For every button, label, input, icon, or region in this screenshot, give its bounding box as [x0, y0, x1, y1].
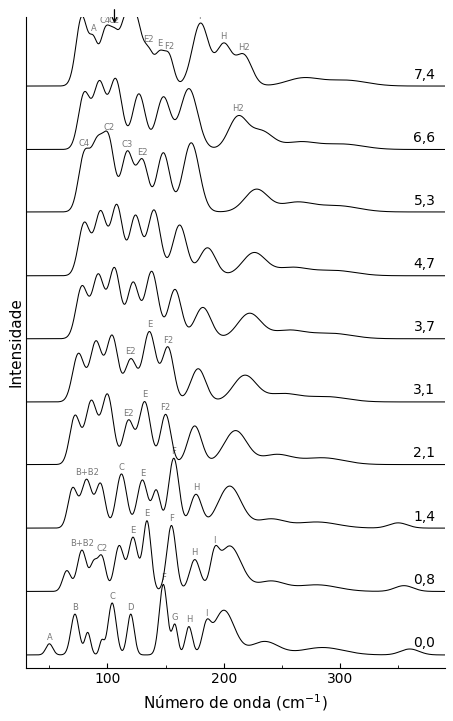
- Text: 1,4: 1,4: [414, 510, 435, 523]
- Text: 3,1: 3,1: [414, 384, 435, 397]
- Text: 0,0: 0,0: [414, 636, 435, 650]
- Text: C3: C3: [122, 140, 133, 149]
- Text: 2,1: 2,1: [414, 446, 435, 461]
- Text: C: C: [123, 0, 129, 9]
- Text: E: E: [140, 469, 145, 478]
- Text: H: H: [186, 615, 192, 624]
- Text: C: C: [109, 592, 115, 601]
- Text: E2: E2: [125, 348, 136, 356]
- X-axis label: Número de onda (cm$^{-1}$): Número de onda (cm$^{-1}$): [143, 692, 328, 712]
- Text: 0,8: 0,8: [414, 572, 435, 587]
- Text: E2: E2: [137, 148, 148, 156]
- Text: A: A: [91, 25, 96, 33]
- Text: H2: H2: [232, 105, 244, 113]
- Text: F2: F2: [160, 403, 171, 412]
- Text: E: E: [145, 510, 149, 518]
- Text: E: E: [130, 526, 136, 535]
- Text: C2: C2: [96, 544, 107, 553]
- Text: B+B2: B+B2: [70, 539, 94, 548]
- Text: F: F: [161, 573, 166, 582]
- Text: E: E: [157, 39, 163, 48]
- Text: E2: E2: [123, 409, 134, 417]
- Text: I: I: [205, 609, 207, 618]
- Text: F: F: [171, 447, 176, 456]
- Text: H: H: [192, 549, 198, 557]
- Text: B+B2: B+B2: [75, 468, 98, 477]
- Text: B: B: [72, 603, 78, 612]
- Text: F2: F2: [163, 335, 173, 345]
- Text: 6,6: 6,6: [413, 131, 435, 145]
- Text: C2: C2: [103, 123, 114, 132]
- Text: E: E: [147, 320, 152, 329]
- Text: E2: E2: [143, 35, 154, 44]
- Text: B: B: [79, 5, 85, 14]
- Text: F: F: [198, 12, 203, 21]
- Text: C4: C4: [100, 16, 111, 25]
- Text: H2: H2: [238, 43, 249, 52]
- Text: A: A: [47, 632, 52, 642]
- Text: E: E: [142, 390, 147, 399]
- Text: H: H: [193, 483, 199, 492]
- Text: 4,7: 4,7: [414, 257, 435, 271]
- Text: H: H: [221, 32, 227, 40]
- Text: C3: C3: [131, 4, 142, 12]
- Text: 3,7: 3,7: [414, 320, 435, 335]
- Text: F2: F2: [164, 42, 174, 51]
- Text: G: G: [172, 613, 178, 622]
- Text: C2: C2: [109, 17, 120, 25]
- Text: D: D: [127, 603, 134, 612]
- Y-axis label: Intensidade: Intensidade: [8, 297, 24, 387]
- Text: C4: C4: [79, 139, 90, 149]
- Text: F: F: [169, 514, 174, 523]
- Text: C: C: [119, 463, 125, 472]
- Text: 5,3: 5,3: [414, 194, 435, 208]
- Text: 7,4: 7,4: [414, 68, 435, 82]
- Text: I: I: [213, 536, 216, 545]
